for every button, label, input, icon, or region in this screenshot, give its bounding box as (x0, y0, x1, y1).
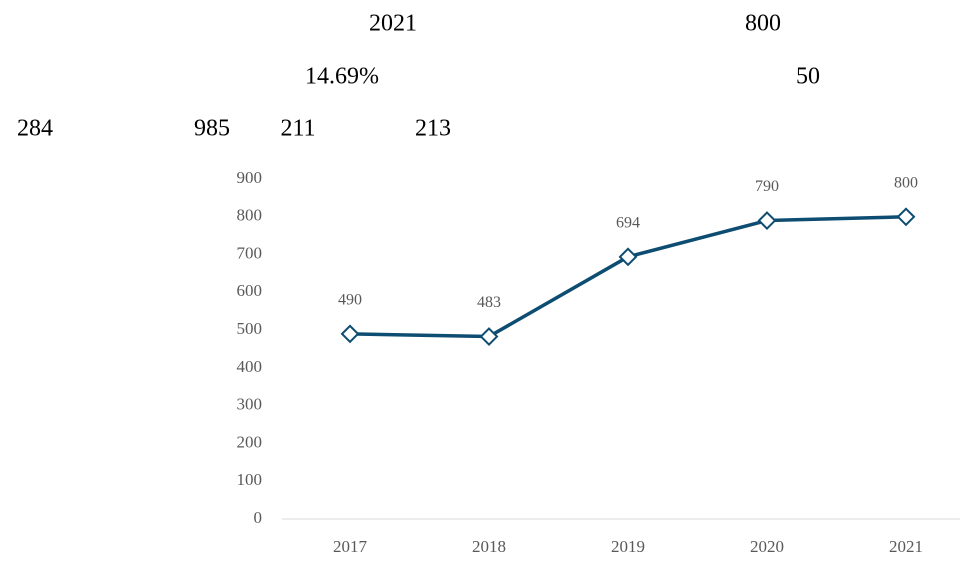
y-tick-label: 500 (237, 319, 263, 338)
x-tick-label: 2018 (472, 537, 506, 556)
marker (340, 324, 360, 344)
y-tick-label: 300 (237, 395, 263, 414)
text-fragment: 50 (796, 64, 820, 90)
data-label: 790 (755, 178, 779, 195)
y-tick-label: 600 (237, 281, 263, 300)
text-fragment: 14.69% (305, 64, 379, 90)
y-tick-label: 800 (237, 206, 263, 225)
text-fragment: 985 (194, 116, 230, 142)
y-tick-label: 400 (237, 357, 263, 376)
data-label: 694 (616, 214, 640, 231)
data-label: 800 (894, 174, 918, 191)
y-tick-label: 100 (237, 470, 263, 489)
marker (896, 207, 916, 227)
text-fragment: 2021 (369, 11, 417, 37)
y-tick-label: 900 (237, 168, 263, 187)
text-fragment: 284 (17, 116, 53, 142)
text-fragment: 211 (280, 116, 315, 142)
text-fragment: 800 (745, 11, 781, 37)
data-label: 483 (477, 294, 501, 311)
x-tick-label: 2020 (750, 537, 784, 556)
y-tick-label: 700 (237, 243, 263, 262)
data-label: 490 (338, 292, 362, 309)
x-tick-label: 2019 (611, 537, 645, 556)
marker (479, 327, 499, 346)
y-tick-label: 0 (254, 508, 263, 527)
marker (618, 247, 638, 267)
line (349, 215, 907, 339)
x-tick-label: 2021 (889, 537, 923, 556)
y-tick-label: 200 (237, 432, 263, 451)
text-fragment: 213 (415, 116, 451, 142)
marker (757, 211, 777, 230)
x-tick-label: 2017 (333, 537, 368, 556)
